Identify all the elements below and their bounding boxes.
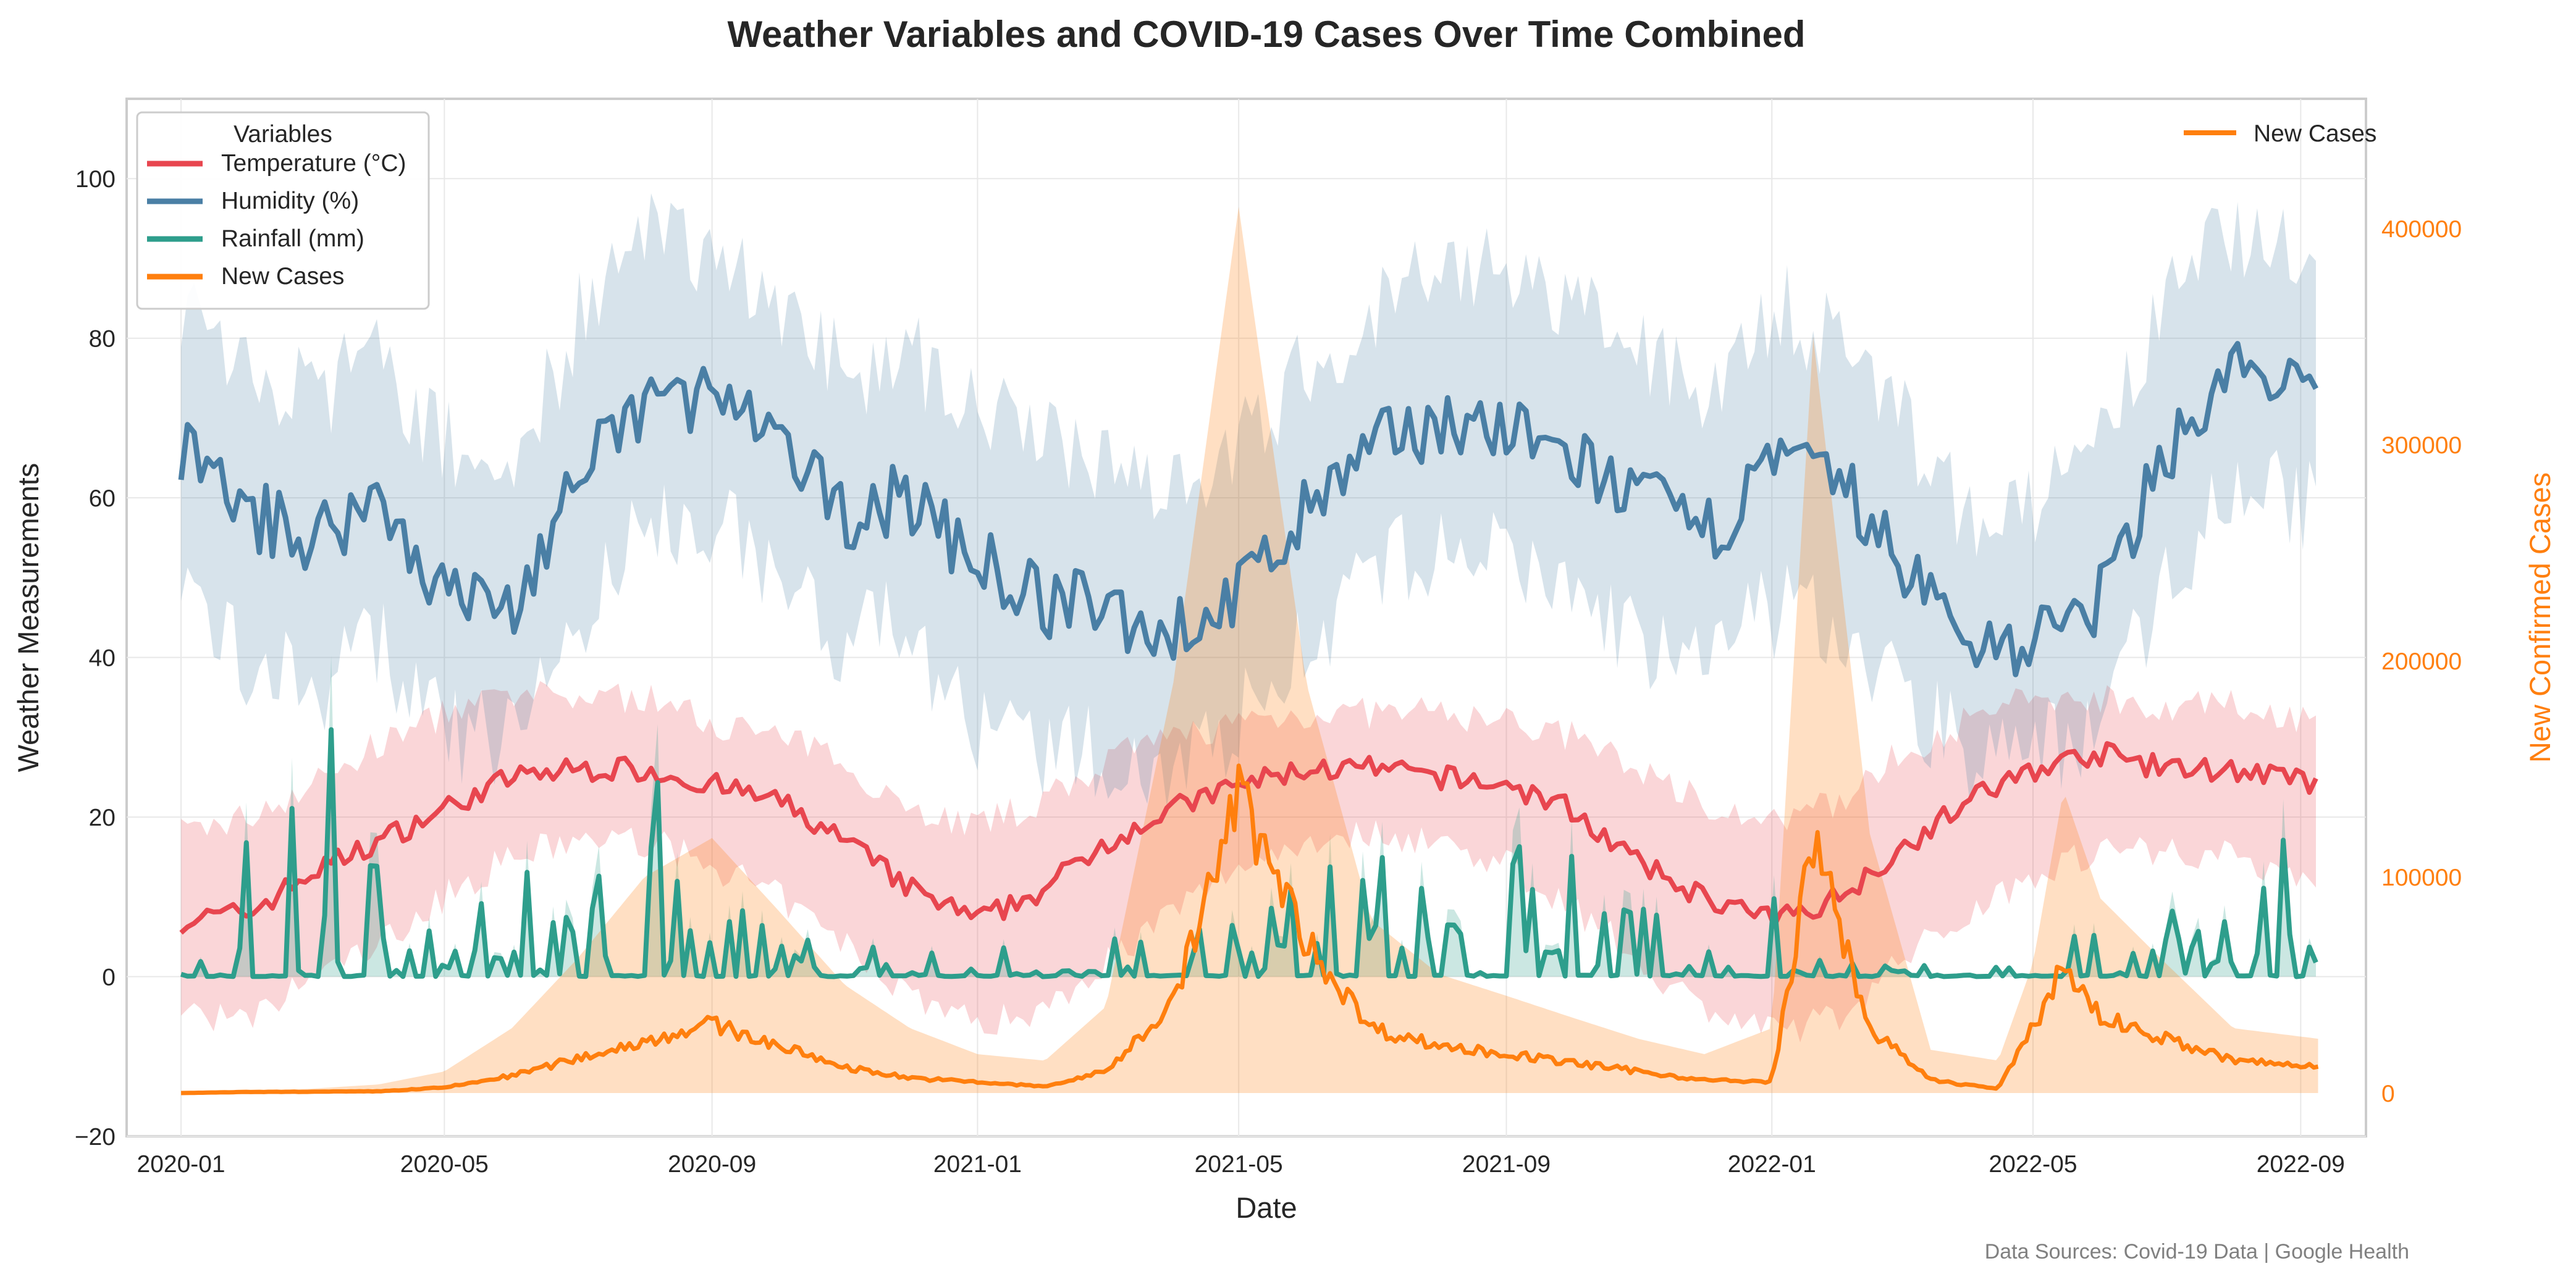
y2-tick-label: 400000 (2381, 216, 2462, 243)
legend-label: New Cases (221, 263, 344, 290)
x-tick-label: 2020-01 (137, 1151, 225, 1178)
y-tick-label: 80 (89, 326, 116, 353)
y-tick-label: −20 (75, 1124, 116, 1150)
new-cases-line (181, 763, 2319, 1096)
left-y-axis-ticks: −20 0 20 40 60 80 100 (75, 166, 116, 1150)
legend-label-new-cases-right: New Cases (2254, 120, 2376, 147)
x-tick-label: 2020-09 (668, 1151, 756, 1178)
y-axis-label: Weather Measurements (12, 463, 44, 773)
x-tick-label: 2021-05 (1195, 1151, 1283, 1178)
y-tick-label: 20 (89, 805, 116, 831)
secondary-y-axis-label: New Confirmed Cases (2523, 472, 2556, 763)
plot-area (125, 98, 2367, 1137)
y2-tick-label: 200000 (2381, 648, 2462, 675)
y2-tick-label: 0 (2381, 1081, 2395, 1107)
x-axis-ticks: 2020-01 2020-05 2020-09 2021-01 2021-05 2021-… (137, 1151, 2345, 1178)
x-tick-label: 2022-05 (1989, 1151, 2077, 1178)
x-tick-label: 2021-09 (1462, 1151, 1551, 1178)
series-lines (178, 341, 2319, 1096)
legend-new-cases: New Cases (2184, 120, 2376, 147)
rainfall-line (180, 727, 2318, 979)
confidence-bands (181, 193, 2318, 1093)
legend-box (136, 111, 430, 310)
right-y-axis-ticks: 0 100000 200000 300000 400000 (2381, 216, 2462, 1107)
temperature-band (181, 681, 2316, 1042)
x-tick-label: 2022-01 (1728, 1151, 1816, 1178)
new-cases-band (181, 207, 2318, 1093)
y-tick-label: 60 (89, 485, 116, 512)
humidity-line (178, 341, 2318, 677)
legend-title: Variables (234, 121, 332, 148)
legend-label: Temperature (°C) (221, 150, 406, 177)
legend-label: Humidity (%) (221, 188, 359, 214)
x-tick-label: 2022-09 (2257, 1151, 2345, 1178)
y-tick-label: 0 (102, 965, 116, 991)
x-tick-label: 2021-01 (933, 1151, 1022, 1178)
y2-tick-label: 300000 (2381, 432, 2462, 459)
y-tick-label: 40 (89, 645, 116, 672)
legend-variables: Variables Temperature (°C) Humidity (%) Ra… (136, 111, 430, 310)
grid-lines (127, 99, 2366, 1137)
x-tick-label: 2020-05 (400, 1151, 489, 1178)
y2-tick-label: 100000 (2381, 865, 2462, 891)
data-source-note: Data Sources: Covid-19 Data | Google Hea… (1985, 1240, 2409, 1263)
humidity-band (181, 193, 2316, 807)
legend-label: Rainfall (mm) (221, 225, 364, 252)
chart-title: Weather Variables and COVID-19 Cases Ove… (727, 14, 1805, 55)
x-axis-label: Date (1235, 1191, 1297, 1224)
y-tick-label: 100 (75, 166, 116, 193)
legend-entries: Temperature (°C) Humidity (%) Rainfall (mm… (147, 150, 406, 290)
